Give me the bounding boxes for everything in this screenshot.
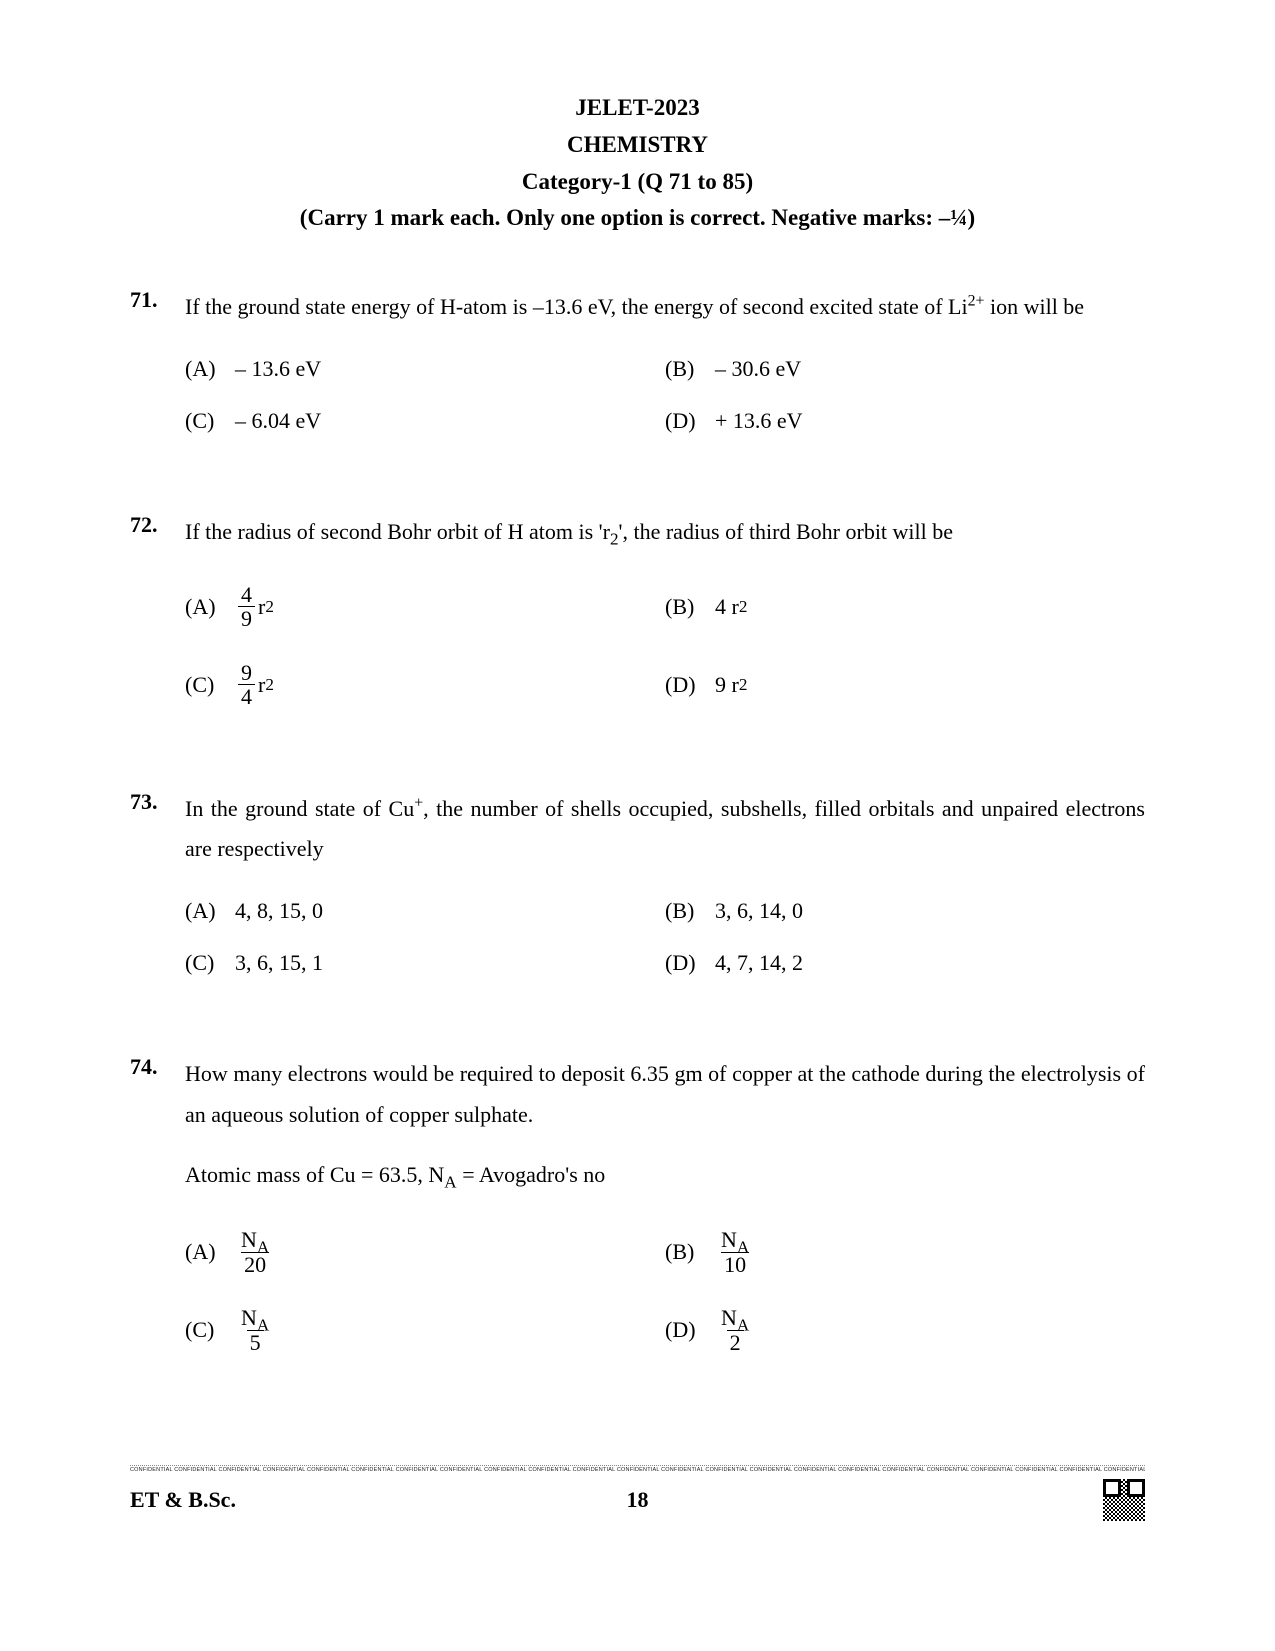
option-cell: (C)NA5 <box>185 1306 665 1353</box>
option-row: (A)– 13.6 eV(B)– 30.6 eV <box>185 348 1145 390</box>
questions-container: 71.If the ground state energy of H-atom … <box>130 287 1145 1374</box>
option-row: (C)NA5(D)NA2 <box>185 1296 1145 1364</box>
option-row: (A)4, 8, 15, 0(B)3, 6, 14, 0 <box>185 890 1145 932</box>
option-cell: (D)4, 7, 14, 2 <box>665 950 1145 976</box>
question-block: 71.If the ground state energy of H-atom … <box>130 287 1145 452</box>
question-text: How many electrons would be required to … <box>185 1054 1145 1135</box>
option-cell: (B)4 r2 <box>665 594 1145 620</box>
option-cell: (A)4, 8, 15, 0 <box>185 898 665 924</box>
question-row: 71.If the ground state energy of H-atom … <box>130 287 1145 452</box>
option-label: (C) <box>185 1317 235 1343</box>
question-text: If the ground state energy of H-atom is … <box>185 287 1145 328</box>
question-body: If the radius of second Bohr orbit of H … <box>185 512 1145 729</box>
option-value: 94 r2 <box>235 661 274 708</box>
question-number: 72. <box>130 512 185 538</box>
options-container: (A)49 r2(B)4 r2(C)94 r2(D)9 r2 <box>185 573 1145 719</box>
option-label: (C) <box>185 672 235 698</box>
option-cell: (C)3, 6, 15, 1 <box>185 950 665 976</box>
option-value: 4, 7, 14, 2 <box>715 950 803 976</box>
question-row: 74.How many electrons would be required … <box>130 1054 1145 1374</box>
option-value: 4, 8, 15, 0 <box>235 898 323 924</box>
option-cell: (B)– 30.6 eV <box>665 356 1145 382</box>
options-container: (A)– 13.6 eV(B)– 30.6 eV(C)– 6.04 eV(D)+… <box>185 348 1145 442</box>
page-footer: CONFIDENTIAL CONFIDENTIAL CONFIDENTIAL C… <box>130 1465 1145 1521</box>
question-row: 72.If the radius of second Bohr orbit of… <box>130 512 1145 729</box>
question-text: In the ground state of Cu+, the number o… <box>185 789 1145 870</box>
option-cell: (B)3, 6, 14, 0 <box>665 898 1145 924</box>
option-value: + 13.6 eV <box>715 408 803 434</box>
question-text: If the radius of second Bohr orbit of H … <box>185 512 1145 553</box>
option-row: (C)– 6.04 eV(D)+ 13.6 eV <box>185 400 1145 442</box>
option-value: – 13.6 eV <box>235 356 321 382</box>
option-label: (B) <box>665 356 715 382</box>
option-value: – 6.04 eV <box>235 408 321 434</box>
question-subtext: Atomic mass of Cu = 63.5, NA = Avogadro'… <box>185 1155 1145 1196</box>
options-container: (A)4, 8, 15, 0(B)3, 6, 14, 0(C)3, 6, 15,… <box>185 890 1145 984</box>
exam-header: JELET-2023 CHEMISTRY Category-1 (Q 71 to… <box>130 90 1145 237</box>
option-value: 4 r2 <box>715 594 747 620</box>
option-cell: (D)NA2 <box>665 1306 1145 1353</box>
option-value: 3, 6, 14, 0 <box>715 898 803 924</box>
subject-name: CHEMISTRY <box>130 127 1145 164</box>
option-label: (B) <box>665 1239 715 1265</box>
option-label: (A) <box>185 356 235 382</box>
option-value: – 30.6 eV <box>715 356 801 382</box>
qr-code-icon <box>1103 1479 1145 1521</box>
option-label: (D) <box>665 408 715 434</box>
option-value: 3, 6, 15, 1 <box>235 950 323 976</box>
option-value: NA2 <box>715 1306 755 1353</box>
option-cell: (A)NA20 <box>185 1228 665 1275</box>
option-label: (B) <box>665 898 715 924</box>
question-body: In the ground state of Cu+, the number o… <box>185 789 1145 994</box>
option-label: (C) <box>185 950 235 976</box>
option-value: NA10 <box>715 1228 755 1275</box>
option-value: NA5 <box>235 1306 275 1353</box>
question-row: 73.In the ground state of Cu+, the numbe… <box>130 789 1145 994</box>
options-container: (A)NA20(B)NA10(C)NA5(D)NA2 <box>185 1218 1145 1364</box>
question-block: 73.In the ground state of Cu+, the numbe… <box>130 789 1145 994</box>
category-line: Category-1 (Q 71 to 85) <box>130 164 1145 201</box>
option-label: (D) <box>665 950 715 976</box>
page-number: 18 <box>627 1487 649 1513</box>
option-label: (D) <box>665 672 715 698</box>
option-row: (A)49 r2(B)4 r2 <box>185 573 1145 641</box>
instructions-line: (Carry 1 mark each. Only one option is c… <box>130 200 1145 237</box>
confidential-line: CONFIDENTIAL CONFIDENTIAL CONFIDENTIAL C… <box>130 1465 1145 1473</box>
option-row: (C)3, 6, 15, 1(D)4, 7, 14, 2 <box>185 942 1145 984</box>
option-label: (C) <box>185 408 235 434</box>
option-cell: (A)– 13.6 eV <box>185 356 665 382</box>
question-number: 71. <box>130 287 185 313</box>
option-cell: (C)– 6.04 eV <box>185 408 665 434</box>
option-value: NA20 <box>235 1228 275 1275</box>
footer-left: ET & B.Sc. <box>130 1487 236 1513</box>
option-label: (B) <box>665 594 715 620</box>
question-block: 72.If the radius of second Bohr orbit of… <box>130 512 1145 729</box>
option-label: (D) <box>665 1317 715 1343</box>
option-cell: (A)49 r2 <box>185 583 665 630</box>
option-row: (C)94 r2(D)9 r2 <box>185 651 1145 719</box>
question-block: 74.How many electrons would be required … <box>130 1054 1145 1374</box>
option-cell: (C)94 r2 <box>185 661 665 708</box>
exam-name: JELET-2023 <box>130 90 1145 127</box>
footer-row: ET & B.Sc. 18 <box>130 1479 1145 1521</box>
question-number: 74. <box>130 1054 185 1080</box>
option-value: 9 r2 <box>715 672 747 698</box>
question-body: How many electrons would be required to … <box>185 1054 1145 1374</box>
option-cell: (D)+ 13.6 eV <box>665 408 1145 434</box>
option-cell: (B)NA10 <box>665 1228 1145 1275</box>
question-number: 73. <box>130 789 185 815</box>
option-label: (A) <box>185 594 235 620</box>
option-row: (A)NA20(B)NA10 <box>185 1218 1145 1286</box>
option-label: (A) <box>185 1239 235 1265</box>
option-label: (A) <box>185 898 235 924</box>
option-value: 49 r2 <box>235 583 274 630</box>
option-cell: (D)9 r2 <box>665 672 1145 698</box>
question-body: If the ground state energy of H-atom is … <box>185 287 1145 452</box>
